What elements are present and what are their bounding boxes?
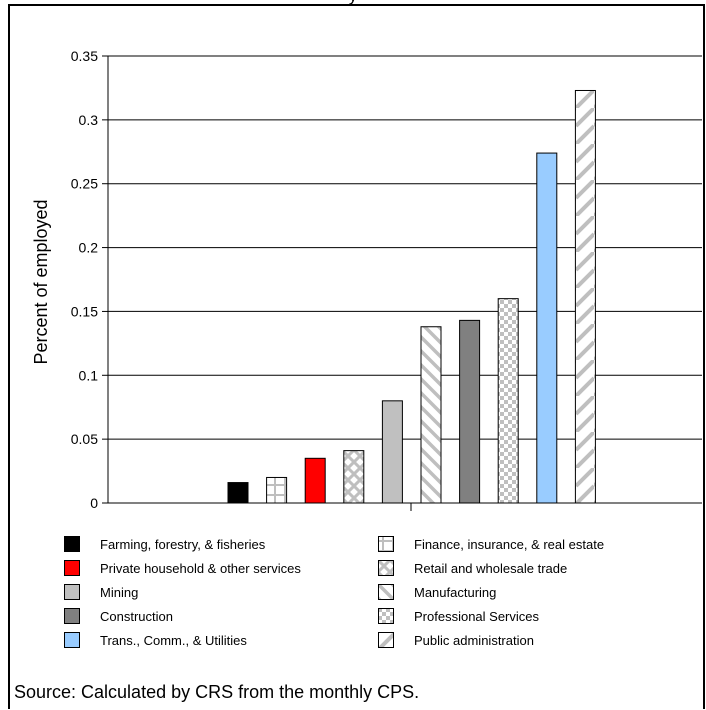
bar-0	[227, 482, 249, 504]
bar-6	[459, 319, 481, 504]
bars	[227, 89, 596, 504]
y-tick-label: 0.3	[79, 112, 99, 128]
legend-item: Retail and wholesale trade	[378, 559, 567, 577]
source-note: Source: Calculated by CRS from the month…	[14, 682, 420, 702]
y-tick-label: 0.35	[71, 48, 98, 64]
y-tick-label: 0.15	[71, 303, 98, 319]
bar-9	[574, 89, 596, 504]
legend-swatch	[64, 536, 80, 552]
chart-title-fragment: y	[0, 0, 706, 6]
legend-label: Finance, insurance, & real estate	[414, 536, 605, 552]
legend-label: Private household & other services	[100, 560, 301, 576]
bar-3	[343, 450, 365, 504]
legend-swatch	[64, 560, 80, 576]
legend-swatch	[378, 584, 394, 600]
bar-4	[381, 400, 403, 504]
bar-7	[497, 298, 519, 504]
y-axis-ticks: 0 0.05 0.1 0.15 0.2 0.25 0.3 0.35	[71, 48, 108, 511]
legend-label: Construction	[100, 608, 173, 624]
legend-swatch	[64, 632, 80, 648]
legend-swatch	[64, 608, 80, 624]
legend-label: Retail and wholesale trade	[414, 560, 568, 576]
legend-item: Finance, insurance, & real estate	[378, 535, 604, 553]
y-tick-label: 0.25	[71, 176, 98, 192]
legend-item: Trans., Comm., & Utilities	[64, 631, 247, 649]
legend-item: Professional Services	[378, 607, 539, 625]
chart-frame	[8, 4, 705, 709]
legend-label: Public administration	[414, 632, 534, 648]
legend-item: Private household & other services	[64, 559, 301, 577]
bar-8	[536, 152, 558, 504]
legend-swatch	[378, 536, 394, 552]
legend-item: Farming, forestry, & fisheries	[64, 535, 265, 553]
legend-item: Mining	[64, 583, 138, 601]
y-tick-label: 0.2	[79, 240, 99, 256]
legend-label: Professional Services	[414, 608, 539, 624]
legend-swatch	[378, 608, 394, 624]
y-tick-label: 0.1	[79, 367, 99, 383]
legend-label: Trans., Comm., & Utilities	[100, 632, 247, 648]
bar-chart: 0 0.05 0.1 0.15 0.2 0.25 0.3 0.35 Percent of em…	[31, 48, 702, 511]
legend-label: Farming, forestry, & fisheries	[100, 536, 266, 552]
y-tick-label: 0.05	[71, 431, 98, 447]
legend-item: Public administration	[378, 631, 534, 649]
legend-swatch	[64, 584, 80, 600]
legend-item: Construction	[64, 607, 173, 625]
axes	[107, 56, 702, 511]
bar-1	[266, 476, 288, 504]
y-axis-label: Percent of employed	[31, 199, 51, 364]
gridlines	[108, 55, 702, 504]
y-tick-label: 0	[90, 495, 98, 511]
legend-label: Mining	[100, 584, 139, 600]
legend-swatch	[378, 632, 394, 648]
legend-swatch	[378, 560, 394, 576]
bar-2	[304, 457, 326, 504]
legend-label: Manufacturing	[414, 584, 497, 600]
bar-5	[420, 326, 442, 504]
legend-item: Manufacturing	[378, 583, 496, 601]
